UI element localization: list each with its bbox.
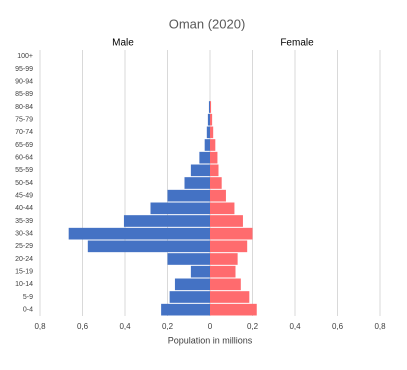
y-tick-label: 80-84 (15, 104, 33, 111)
female-header: Female (280, 38, 314, 49)
bar (161, 303, 210, 316)
y-tick-label: 20-24 (15, 256, 33, 263)
bar (210, 101, 212, 113)
y-tick-label: 35-39 (15, 218, 33, 225)
x-tick-label: 0,2 (247, 322, 259, 331)
bar (210, 164, 219, 177)
y-tick-label: 100+ (17, 53, 33, 60)
bar (210, 189, 226, 202)
x-tick-label: 0 (208, 322, 213, 331)
y-tick-label: 55-59 (15, 167, 33, 174)
y-tick-label: 85-89 (15, 91, 33, 98)
y-tick-label: 10-14 (15, 281, 33, 288)
bar (184, 177, 210, 189)
bar (210, 202, 235, 215)
bar (210, 139, 216, 151)
bar (199, 151, 210, 164)
bar (210, 240, 248, 253)
bar (68, 227, 210, 240)
bar (204, 139, 210, 151)
y-tick-label: 25-29 (15, 243, 33, 250)
bar (190, 265, 210, 278)
bar (208, 101, 210, 113)
y-tick-label: 0-4 (23, 307, 33, 314)
bar (206, 126, 210, 139)
bar (174, 278, 210, 291)
x-tick-label: 0,8 (374, 322, 386, 331)
y-tick-label: 90-94 (15, 79, 33, 86)
y-tick-label: 50-54 (15, 180, 33, 187)
bar (123, 215, 210, 227)
bar (210, 265, 236, 278)
bar (207, 113, 210, 126)
y-tick-label: 70-74 (15, 129, 33, 136)
x-tick-label: 0,6 (332, 322, 344, 331)
y-tick-label: 15-19 (15, 269, 33, 276)
x-tick-label: 0,8 (34, 322, 46, 331)
bar (87, 240, 210, 253)
bar (210, 151, 218, 164)
x-tick-label: 0,4 (119, 322, 131, 331)
bar (169, 291, 210, 303)
x-tick-label: 0,6 (77, 322, 89, 331)
y-tick-label: 65-69 (15, 142, 33, 149)
y-tick-label: 75-79 (15, 117, 33, 124)
bar (210, 177, 222, 189)
bar (210, 291, 250, 303)
y-tick-label: 30-34 (15, 231, 33, 238)
male-header: Male (112, 38, 134, 49)
y-tick-label: 5-9 (23, 294, 33, 301)
bar (210, 113, 213, 126)
bar (210, 253, 238, 265)
x-tick-label: 0,4 (289, 322, 301, 331)
bar (210, 278, 241, 291)
y-tick-label: 95-99 (15, 66, 33, 73)
bar (167, 253, 210, 265)
chart-title: Oman (2020) (169, 16, 246, 31)
bar (210, 215, 243, 227)
x-axis-title: Population in millions (168, 335, 253, 345)
bar (150, 202, 210, 215)
bar (210, 303, 257, 316)
bar (210, 227, 253, 240)
y-tick-label: 45-49 (15, 193, 33, 200)
bar (210, 126, 214, 139)
y-tick-label: 40-44 (15, 205, 33, 212)
y-tick-label: 60-64 (15, 155, 33, 162)
x-tick-label: 0,2 (162, 322, 174, 331)
bar (167, 189, 210, 202)
bar (190, 164, 210, 177)
